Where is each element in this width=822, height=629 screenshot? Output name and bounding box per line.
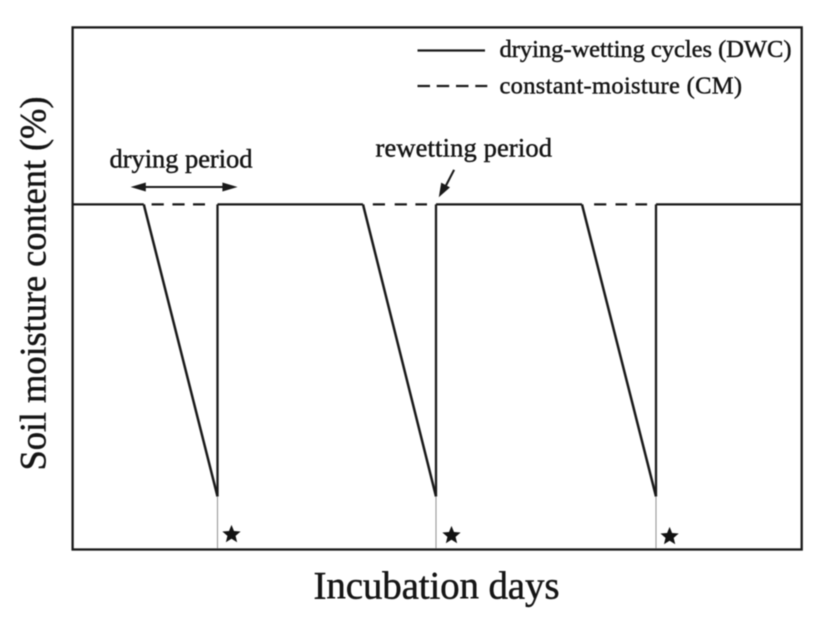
svg-text:rewetting period: rewetting period — [376, 132, 553, 162]
svg-text:drying period: drying period — [110, 144, 253, 174]
svg-text:drying-wetting cycles (DWC): drying-wetting cycles (DWC) — [500, 36, 792, 63]
svg-text:Soil moisture content (%): Soil moisture content (%) — [13, 97, 54, 471]
svg-text:constant-moisture (CM): constant-moisture (CM) — [500, 72, 743, 99]
svg-text:Incubation days: Incubation days — [314, 565, 560, 608]
